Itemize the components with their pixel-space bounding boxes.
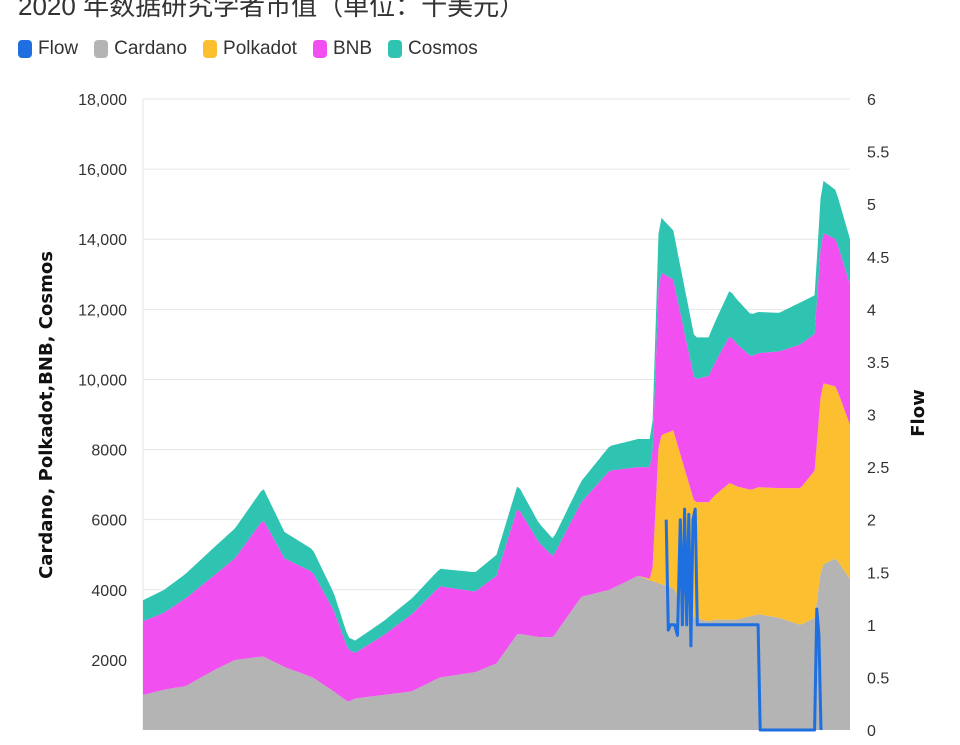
ytick-left-label: 8000 — [91, 443, 127, 460]
legend-item-flow[interactable]: Flow — [18, 38, 78, 60]
chart-title: 2020 年数据研究学者市值（单位：十美元） — [18, 0, 526, 21]
ytick-right-label: 4.5 — [867, 250, 889, 267]
legend-swatch-flow — [18, 40, 32, 58]
ytick-left-label: 4000 — [91, 583, 127, 600]
ytick-right-label: 2 — [867, 513, 876, 530]
ytick-left-label: 12,000 — [78, 302, 127, 319]
ytick-left-label: 16,000 — [78, 162, 127, 179]
ytick-right-label: 1 — [867, 618, 876, 635]
ytick-right-label: 2.5 — [867, 460, 889, 477]
legend-item-cosmos[interactable]: Cosmos — [388, 38, 478, 60]
ytick-right-label: 5.5 — [867, 145, 889, 162]
legend-label-bnb: BNB — [332, 38, 373, 59]
legend-item-polkadot[interactable]: Polkadot — [203, 38, 297, 60]
ytick-right-label: 5 — [867, 197, 876, 214]
ytick-right-label: 3 — [867, 408, 876, 425]
legend-item-bnb[interactable]: BNB — [312, 38, 373, 60]
legend-label-polkadot: Polkadot — [223, 38, 297, 59]
legend: Flow Cardano Polkadot BNB Cosmos — [18, 38, 478, 60]
legend-label-cardano: Cardano — [114, 38, 188, 59]
ytick-left-label: 10,000 — [78, 372, 127, 389]
ytick-left-label: 6000 — [91, 513, 127, 530]
area-cosmos — [143, 180, 850, 653]
ytick-right-label: 3.5 — [867, 355, 889, 372]
ytick-right-label: 6 — [867, 92, 876, 109]
y-axis-title-right: Flow — [908, 389, 929, 436]
legend-label-cosmos: Cosmos — [408, 38, 478, 59]
area-polkadot — [143, 383, 850, 702]
line-flow — [664, 507, 823, 732]
legend-label-flow: Flow — [38, 38, 79, 59]
ytick-left-label: 2000 — [91, 653, 127, 670]
legend-swatch-bnb — [312, 40, 327, 58]
ytick-right-label: 4 — [867, 302, 876, 319]
ytick-left-label: 14,000 — [78, 232, 127, 249]
legend-swatch-cardano — [94, 40, 109, 58]
ytick-right-label: 0.5 — [867, 670, 889, 687]
area-cardano — [143, 558, 850, 730]
area-bnb — [143, 233, 850, 702]
legend-item-cardano[interactable]: Cardano — [94, 38, 187, 60]
legend-swatch-polkadot — [203, 40, 218, 58]
ytick-right-label: 1.5 — [867, 565, 889, 582]
legend-swatch-cosmos — [388, 40, 403, 58]
ytick-left-label: 18,000 — [78, 92, 127, 109]
y-axis-title-left: Cardano, Polkadot,BNB, Cosmos — [36, 251, 57, 579]
ytick-right-label: 0 — [867, 723, 876, 740]
